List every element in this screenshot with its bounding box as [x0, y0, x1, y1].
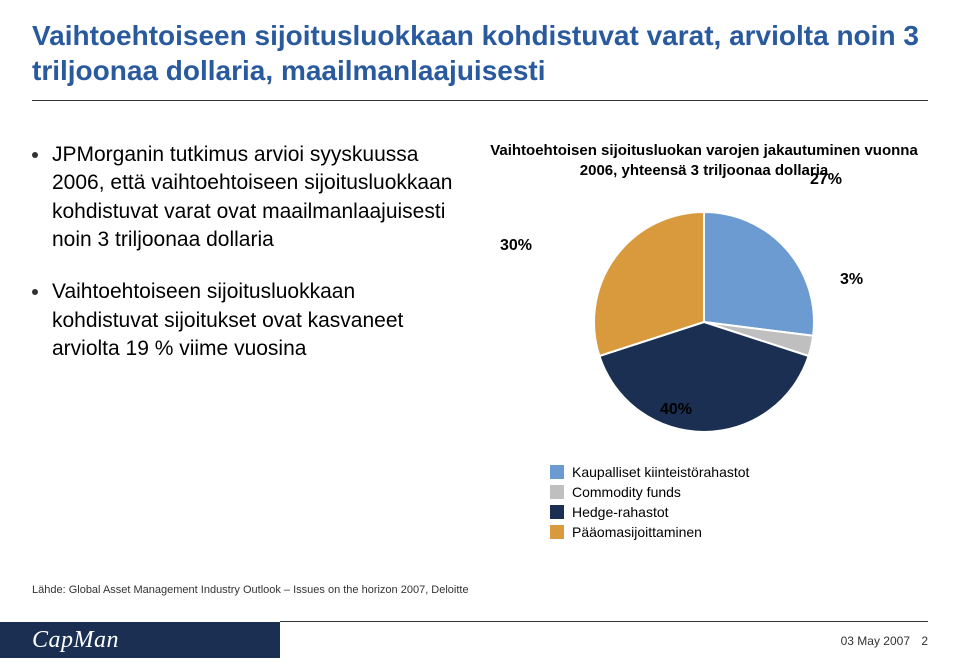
- slice-label: 30%: [500, 237, 532, 255]
- list-item: JPMorganin tutkimus arvioi syyskuussa 20…: [32, 141, 464, 254]
- legend-label: Kaupalliset kiinteistörahastot: [572, 464, 749, 480]
- legend-label: Commodity funds: [572, 484, 681, 500]
- legend-label: Hedge-rahastot: [572, 504, 669, 520]
- legend-swatch-icon: [550, 505, 564, 519]
- bullet-list: JPMorganin tutkimus arvioi syyskuussa 20…: [32, 141, 480, 544]
- logo-text: CapMan: [32, 627, 119, 653]
- footer-date: 03 May 2007: [841, 634, 910, 648]
- pie-svg: [574, 192, 834, 452]
- footer: CapMan 03 May 2007 2: [0, 622, 960, 666]
- bullet-dot-icon: [32, 289, 38, 295]
- pie-chart: [574, 192, 834, 452]
- slice-label: 3%: [840, 271, 863, 289]
- chart-legend: Kaupalliset kiinteistörahastot Commodity…: [550, 464, 928, 540]
- footer-divider: [280, 621, 928, 622]
- pie-slice: [704, 212, 814, 336]
- legend-item: Commodity funds: [550, 484, 928, 500]
- footer-page-number: 2: [921, 634, 928, 648]
- legend-swatch-icon: [550, 525, 564, 539]
- list-item-text: JPMorganin tutkimus arvioi syyskuussa 20…: [52, 141, 464, 254]
- legend-item: Kaupalliset kiinteistörahastot: [550, 464, 928, 480]
- legend-swatch-icon: [550, 465, 564, 479]
- legend-label: Pääomasijoittaminen: [572, 524, 702, 540]
- bullet-dot-icon: [32, 152, 38, 158]
- source-note: Lähde: Global Asset Management Industry …: [32, 584, 469, 596]
- capman-logo: CapMan: [32, 627, 119, 654]
- list-item: Vaihtoehtoiseen sijoitusluokkaan kohdist…: [32, 278, 464, 363]
- page-title: Vaihtoehtoiseen sijoitusluokkaan kohdist…: [0, 0, 960, 88]
- legend-item: Hedge-rahastot: [550, 504, 928, 520]
- chart-title: Vaihtoehtoisen sijoitusluokan varojen ja…: [480, 141, 928, 182]
- slice-label: 40%: [660, 401, 692, 419]
- legend-swatch-icon: [550, 485, 564, 499]
- legend-item: Pääomasijoittaminen: [550, 524, 928, 540]
- content-area: JPMorganin tutkimus arvioi syyskuussa 20…: [0, 101, 960, 544]
- slice-label: 27%: [810, 171, 842, 189]
- list-item-text: Vaihtoehtoiseen sijoitusluokkaan kohdist…: [52, 278, 464, 363]
- chart-panel: Vaihtoehtoisen sijoitusluokan varojen ja…: [480, 141, 928, 544]
